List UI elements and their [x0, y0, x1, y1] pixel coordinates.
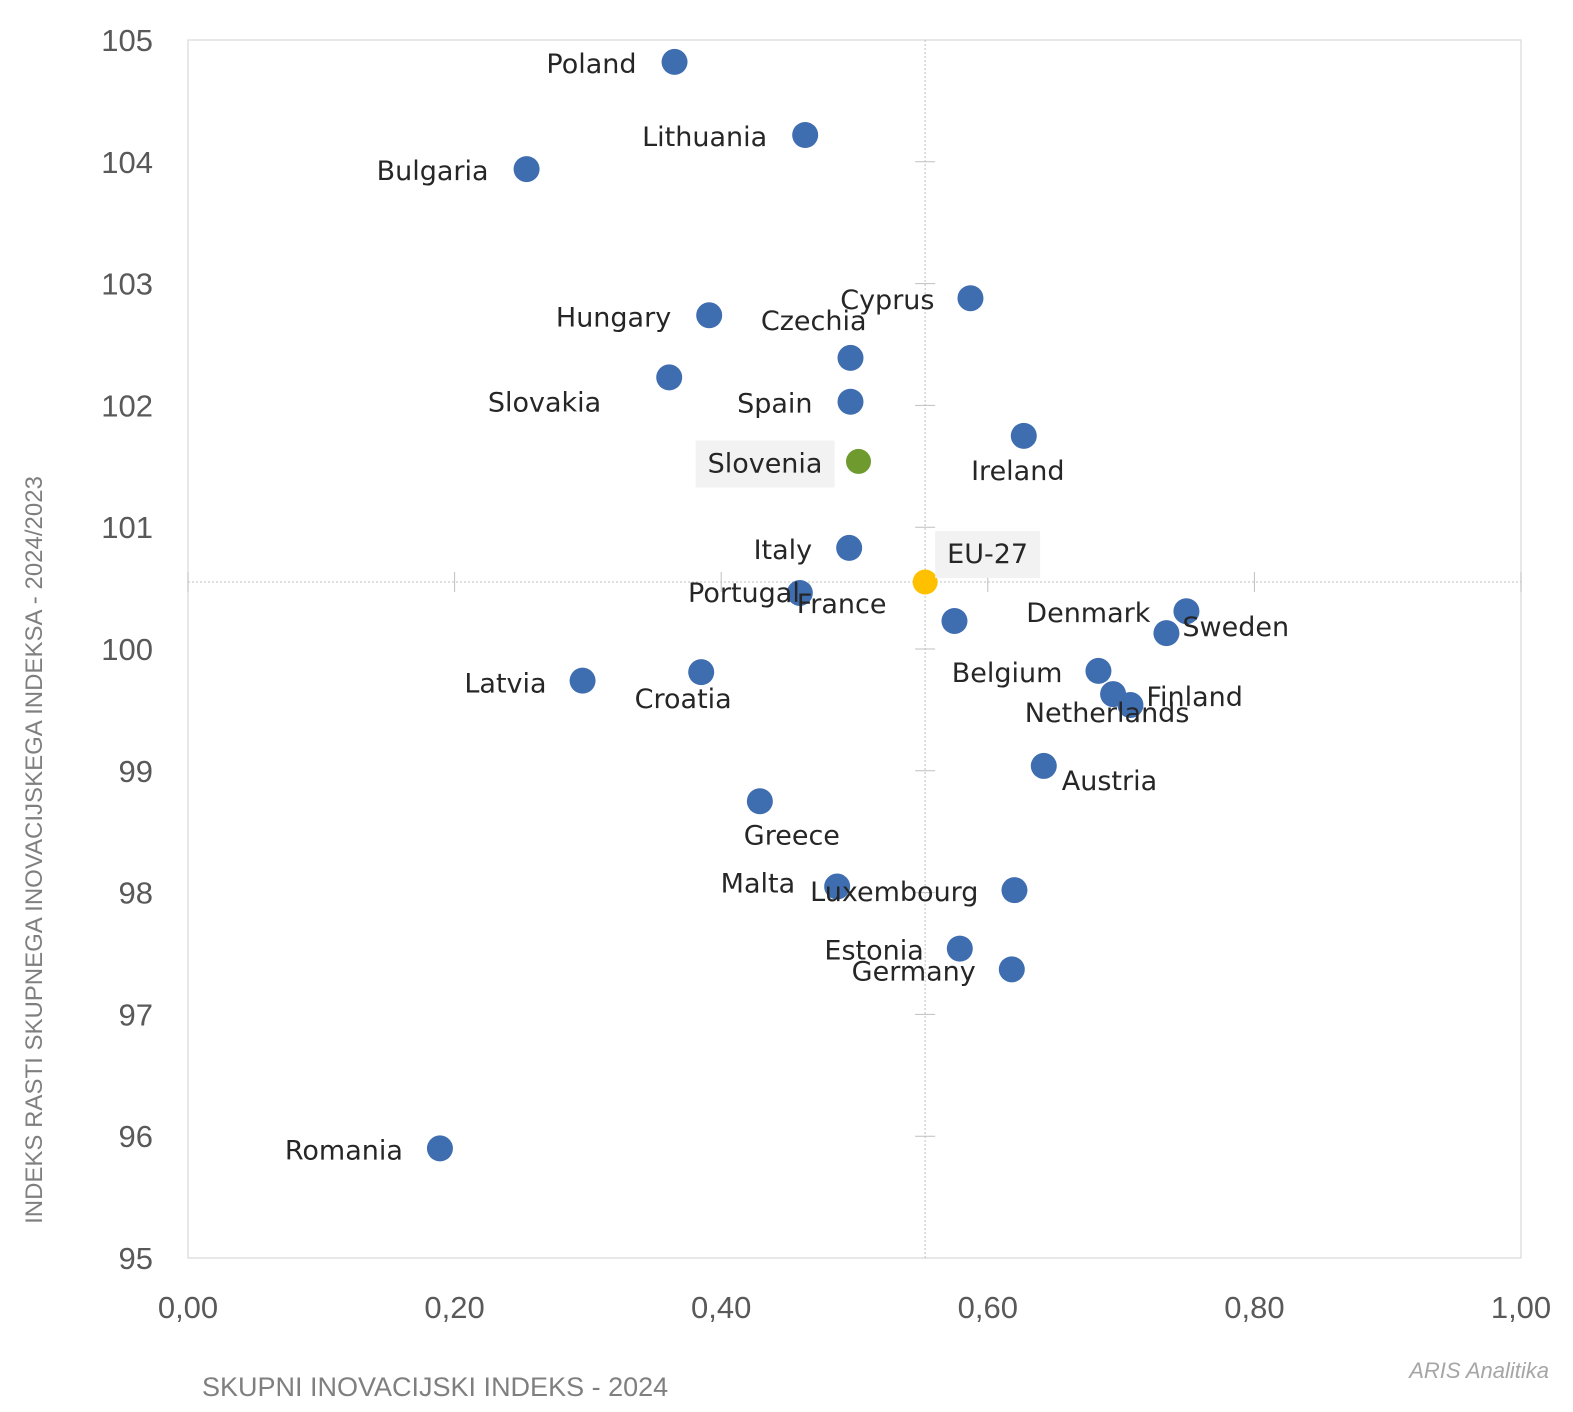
- point-hungary: [696, 302, 723, 329]
- x-axis-ticks: 0,00 0,20 0,40 0,60 0,80 1,00: [158, 1290, 1551, 1325]
- point-luxembourg: [1001, 877, 1028, 904]
- credit-text: ARIS Analitika: [1407, 1358, 1549, 1383]
- y-tick-label: 102: [101, 388, 153, 423]
- label-slovakia: Slovakia: [488, 387, 601, 418]
- y-tick-label: 96: [119, 1119, 153, 1154]
- y-tick-label: 98: [119, 876, 153, 911]
- point-portugal: [786, 579, 813, 606]
- y-tick-label: 100: [101, 632, 153, 667]
- label-spain: Spain: [737, 389, 812, 420]
- point-germany: [998, 956, 1025, 983]
- point-italy: [836, 534, 863, 561]
- data-points: [426, 48, 1200, 1162]
- label-box-slovenia: [695, 440, 835, 488]
- y-axis-title: INDEKS RASTI SKUPNEGA INOVACIJSKEGA INDE…: [21, 476, 48, 1224]
- point-croatia: [688, 659, 715, 686]
- plot-area: [187, 39, 1522, 1259]
- point-slovakia: [656, 364, 683, 391]
- label-cyprus: Cyprus: [840, 285, 934, 316]
- point-sweden: [1153, 620, 1180, 647]
- x-tick-label: 0,00: [158, 1290, 218, 1325]
- point-france: [941, 607, 968, 634]
- label-germany: Germany: [852, 956, 976, 987]
- label-latvia: Latvia: [464, 669, 546, 700]
- point-bulgaria: [513, 156, 540, 183]
- label-luxembourg: Luxembourg: [810, 877, 978, 908]
- y-axis-ticks: 95 96 97 98 99 100 101 102 103 104 105: [101, 23, 153, 1276]
- label-box-eu-27: [935, 531, 1041, 579]
- x-tick-label: 0,60: [958, 1290, 1018, 1325]
- label-romania: Romania: [285, 1135, 403, 1166]
- point-eu-27: [912, 569, 938, 595]
- label-poland: Poland: [546, 49, 636, 80]
- point-romania: [426, 1135, 453, 1162]
- label-portugal: Portugal: [688, 578, 800, 609]
- y-tick-label: 97: [119, 997, 153, 1032]
- label-belgium: Belgium: [952, 658, 1063, 689]
- y-tick-label: 99: [119, 754, 153, 789]
- label-denmark: Denmark: [1026, 598, 1150, 629]
- x-tick-label: 0,80: [1224, 1290, 1284, 1325]
- label-czechia: Czechia: [761, 306, 867, 337]
- label-sweden: Sweden: [1182, 612, 1289, 643]
- label-bulgaria: Bulgaria: [377, 156, 489, 187]
- label-lithuania: Lithuania: [642, 122, 767, 153]
- label-ireland: Ireland: [971, 456, 1064, 487]
- x-tick-label: 0,20: [424, 1290, 484, 1325]
- label-eu-27: EU-27: [947, 539, 1028, 570]
- label-austria: Austria: [1062, 766, 1157, 797]
- x-tick-label: 1,00: [1491, 1290, 1551, 1325]
- point-latvia: [569, 667, 596, 694]
- y-tick-label: 105: [101, 23, 153, 58]
- point-austria: [1030, 752, 1057, 779]
- point-spain: [837, 388, 864, 415]
- point-poland: [661, 48, 688, 75]
- x-axis-title: SKUPNI INOVACIJSKI INDEKS - 2024: [202, 1372, 668, 1402]
- point-estonia: [946, 935, 973, 962]
- label-croatia: Croatia: [635, 684, 732, 715]
- y-tick-label: 104: [101, 145, 153, 180]
- y-tick-label: 103: [101, 267, 153, 302]
- label-malta: Malta: [721, 869, 795, 900]
- label-netherlands: Netherlands: [1025, 698, 1190, 729]
- label-greece: Greece: [744, 820, 840, 851]
- label-italy: Italy: [754, 535, 813, 566]
- label-slovenia: Slovenia: [708, 448, 823, 479]
- x-tick-label: 0,40: [691, 1290, 751, 1325]
- y-tick-label: 95: [119, 1241, 153, 1276]
- point-ireland: [1010, 422, 1037, 449]
- point-greece: [746, 788, 773, 815]
- data-labels: Poland Lithuania Bulgaria Cyprus Hungary Czec…: [285, 49, 1289, 1166]
- label-hungary: Hungary: [556, 302, 671, 333]
- label-france: France: [797, 589, 887, 620]
- point-netherlands: [1100, 681, 1127, 708]
- point-denmark: [1173, 598, 1200, 625]
- point-czechia: [837, 344, 864, 371]
- label-finland: Finland: [1146, 682, 1242, 713]
- point-lithuania: [792, 122, 819, 149]
- point-slovenia: [845, 448, 871, 474]
- label-estonia: Estonia: [824, 936, 923, 967]
- point-belgium: [1085, 657, 1112, 684]
- point-cyprus: [957, 285, 984, 312]
- point-malta: [824, 873, 851, 900]
- y-tick-label: 101: [101, 510, 153, 545]
